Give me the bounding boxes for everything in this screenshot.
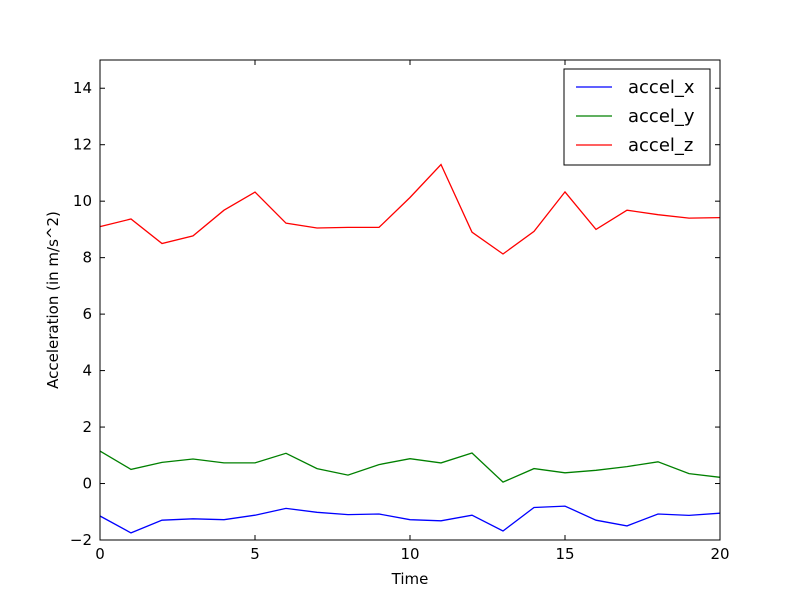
legend-frame (563, 68, 711, 166)
legend-label-accel_y: accel_y (628, 106, 695, 127)
y-tick-label: 0 (82, 475, 92, 493)
y-tick-label: 4 (82, 362, 92, 380)
series-line-accel_x (99, 505, 721, 534)
series-line-accel_z (99, 163, 721, 255)
y-tick-label: 10 (73, 192, 92, 210)
x-tick-label: 15 (555, 545, 574, 563)
y-tick-label: 8 (82, 249, 92, 267)
y-tick-label: 2 (82, 418, 92, 436)
x-tick-label: 10 (400, 545, 419, 563)
legend: accel_x accel_y accel_z (563, 68, 711, 166)
y-tick-label: −2 (70, 531, 92, 549)
y-tick-label: 6 (82, 305, 92, 323)
x-tick-label: 0 (95, 545, 105, 563)
y-tick-label: 12 (73, 136, 92, 154)
legend-label-accel_x: accel_x (628, 77, 695, 98)
y-tick-label: 14 (73, 79, 92, 97)
x-axis-label: Time (391, 570, 429, 588)
y-axis-label: Acceleration (in m/s^2) (44, 211, 62, 389)
x-tick-label: 5 (250, 545, 260, 563)
series-layer (99, 163, 721, 534)
series-line-accel_y (99, 450, 721, 483)
legend-label-accel_z: accel_z (628, 135, 693, 156)
x-tick-label: 20 (710, 545, 729, 563)
